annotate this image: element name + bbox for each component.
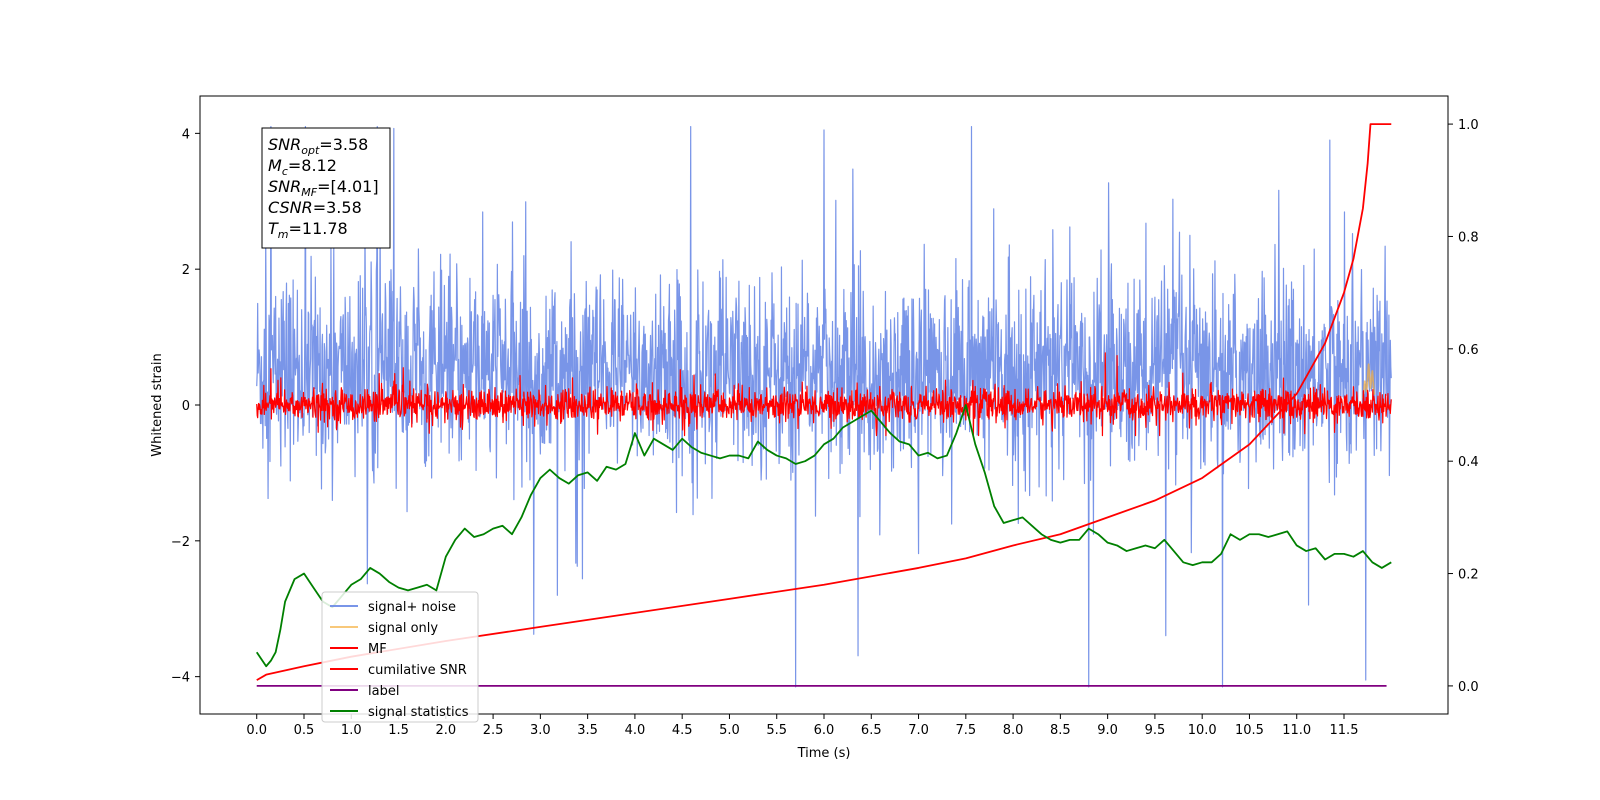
x-axis-ticks: 0.0 0.5 1.0 1.5 2.0 2.5 3.0 3.5 4.0 4.5 5.0 5.5 6.0 6… <box>246 714 1358 738</box>
x-tick-label: 1.0 <box>341 723 362 738</box>
y-axis-left-ticks: −4 −2 0 2 4 <box>171 127 200 686</box>
y-tick-label: −4 <box>171 671 190 686</box>
info-line: Tm=11.78 <box>268 219 348 241</box>
legend-label: signal+ noise <box>368 600 456 615</box>
x-tick-label: 9.5 <box>1145 723 1166 738</box>
legend-frame <box>321 591 479 723</box>
x-tick-label: 0.0 <box>246 723 267 738</box>
x-tick-label: 10.5 <box>1235 723 1264 738</box>
x-tick-label: 9.0 <box>1097 723 1118 738</box>
info-line: Mc=8.12 <box>268 156 337 178</box>
y-tick-label: 0 <box>182 399 190 414</box>
x-tick-label: 10.0 <box>1188 723 1217 738</box>
legend-label: signal statistics <box>368 705 469 720</box>
x-tick-label: 7.0 <box>908 723 929 738</box>
y-axis-label: Whitened strain <box>150 353 165 456</box>
x-tick-label: 2.0 <box>435 723 456 738</box>
y-right-tick-label: 0.4 <box>1458 455 1479 470</box>
y-tick-label: 2 <box>182 263 190 278</box>
y-right-tick-label: 0.8 <box>1458 230 1479 245</box>
x-tick-label: 1.5 <box>388 723 409 738</box>
x-tick-label: 4.5 <box>672 723 693 738</box>
legend: signal+ noise signal only MF cumilative SNR… <box>321 591 479 723</box>
info-line: CSNR=3.58 <box>268 198 362 217</box>
x-tick-label: 8.0 <box>1003 723 1024 738</box>
series-line-signal-only <box>1362 363 1376 399</box>
x-tick-label: 6.5 <box>861 723 882 738</box>
x-tick-label: 3.5 <box>577 723 598 738</box>
series-line-mf <box>256 352 1392 437</box>
x-tick-label: 3.0 <box>530 723 551 738</box>
legend-label: signal only <box>368 621 438 636</box>
y-right-tick-label: 0.0 <box>1458 680 1479 695</box>
x-tick-label: 11.0 <box>1282 723 1311 738</box>
info-line: SNRMF=[4.01] <box>268 177 379 199</box>
legend-label: label <box>368 684 399 699</box>
series-line-signal-statistics <box>255 404 1392 668</box>
x-tick-label: 0.5 <box>294 723 315 738</box>
x-tick-label: 4.0 <box>625 723 646 738</box>
info-line: SNRopt=3.58 <box>268 135 368 157</box>
series-line-signal-noise <box>256 125 1392 688</box>
x-tick-label: 2.5 <box>483 723 504 738</box>
x-tick-label: 6.0 <box>814 723 835 738</box>
y-right-tick-label: 1.0 <box>1458 118 1479 133</box>
y-axis-right-ticks: 0.0 0.2 0.4 0.6 0.8 1.0 <box>1448 118 1479 695</box>
x-tick-label: 5.5 <box>766 723 787 738</box>
y-right-tick-label: 0.6 <box>1458 343 1479 358</box>
y-tick-label: −2 <box>171 535 190 550</box>
x-tick-label: 5.0 <box>719 723 740 738</box>
x-tick-label: 11.5 <box>1330 723 1359 738</box>
legend-label: cumilative SNR <box>368 663 467 678</box>
info-box-frame <box>261 127 391 249</box>
y-tick-label: 4 <box>182 127 190 142</box>
x-axis-label: Time (s) <box>797 746 851 761</box>
y-right-tick-label: 0.2 <box>1458 568 1479 583</box>
x-tick-label: 7.5 <box>955 723 976 738</box>
legend-label: MF <box>368 642 387 657</box>
x-tick-label: 8.5 <box>1050 723 1071 738</box>
